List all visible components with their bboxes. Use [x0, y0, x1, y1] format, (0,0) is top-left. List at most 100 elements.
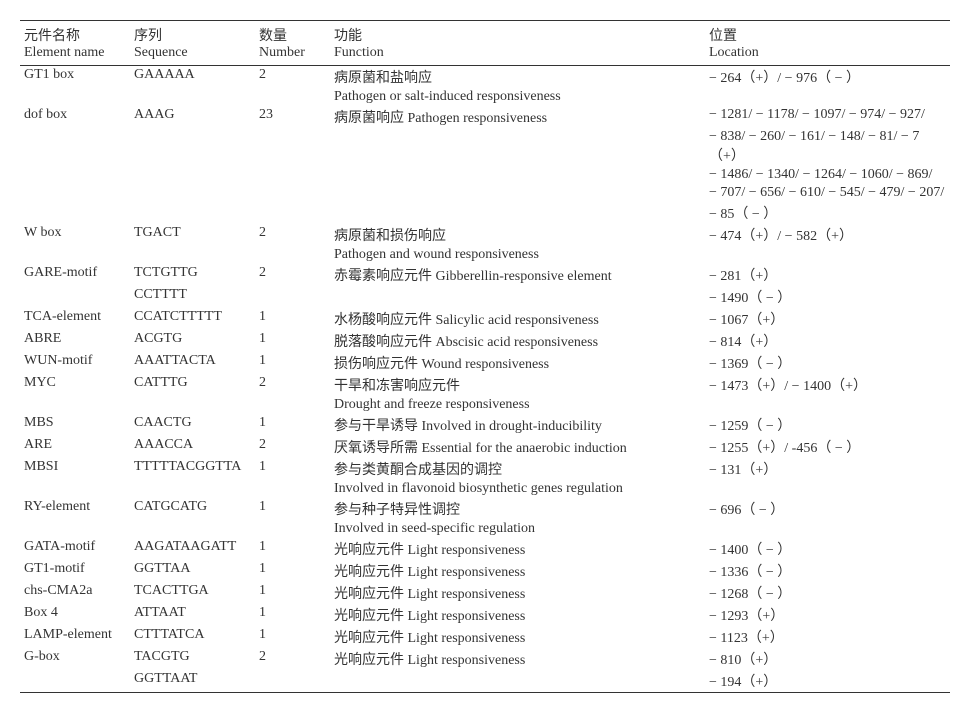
cell-location: − 1486/ − 1340/ − 1264/ − 1060/ − 869/ — [705, 166, 950, 184]
table-row: RY-elementCATGCATG1参与种子特异性调控− 696（ − ） — [20, 498, 950, 520]
cell-function: Pathogen or salt-induced responsiveness — [330, 88, 705, 106]
header-element-name: 元件名称 Element name — [20, 21, 130, 66]
cell-number — [255, 246, 330, 264]
cell-location: − 1268（ − ） — [705, 582, 950, 604]
table-row: Pathogen or salt-induced responsiveness — [20, 88, 950, 106]
cell-location: − 1255（+）/ -456（ − ） — [705, 436, 950, 458]
table-row: Drought and freeze responsiveness — [20, 396, 950, 414]
cell-element-name: W box — [20, 224, 130, 246]
header-number: 数量 Number — [255, 21, 330, 66]
cell-location: − 838/ − 260/ − 161/ − 148/ − 81/ − 7（+） — [705, 128, 950, 166]
table-row: G-boxTACGTG2光响应元件 Light responsiveness− … — [20, 648, 950, 670]
table-row: MBSCAACTG1参与干旱诱导 Involved in drought-ind… — [20, 414, 950, 436]
cell-number — [255, 88, 330, 106]
header-sequence: 序列 Sequence — [130, 21, 255, 66]
cell-element-name — [20, 246, 130, 264]
cell-function — [330, 128, 705, 166]
cell-function — [330, 166, 705, 184]
cell-sequence: CCATCTTTTT — [130, 308, 255, 330]
cell-function: 病原菌响应 Pathogen responsiveness — [330, 106, 705, 128]
cell-function: 水杨酸响应元件 Salicylic acid responsiveness — [330, 308, 705, 330]
table-row: LAMP-elementCTTTATCA1光响应元件 Light respons… — [20, 626, 950, 648]
cell-sequence: TTTTTACGGTTA — [130, 458, 255, 480]
cell-function: 参与干旱诱导 Involved in drought-inducibility — [330, 414, 705, 436]
cell-location: − 1369（ − ） — [705, 352, 950, 374]
cell-sequence: CCTTTT — [130, 286, 255, 308]
table-row: Pathogen and wound responsiveness — [20, 246, 950, 264]
cell-sequence — [130, 480, 255, 498]
cell-number — [255, 396, 330, 414]
table-row: MYCCATTTG2干旱和冻害响应元件− 1473（+）/ − 1400（+） — [20, 374, 950, 396]
cell-function: Drought and freeze responsiveness — [330, 396, 705, 414]
cell-sequence: GGTTAA — [130, 560, 255, 582]
table-row: − 838/ − 260/ − 161/ − 148/ − 81/ − 7（+） — [20, 128, 950, 166]
cell-number: 23 — [255, 106, 330, 128]
cell-element-name: GT1-motif — [20, 560, 130, 582]
header-name-en: Element name — [24, 45, 126, 61]
cell-element-name: Box 4 — [20, 604, 130, 626]
cell-number: 2 — [255, 374, 330, 396]
cell-sequence — [130, 184, 255, 202]
cell-element-name — [20, 396, 130, 414]
cell-element-name: GATA-motif — [20, 538, 130, 560]
cell-number: 2 — [255, 648, 330, 670]
table-row: MBSITTTTTACGGTTA1参与类黄酮合成基因的调控− 131（+） — [20, 458, 950, 480]
cell-number: 1 — [255, 308, 330, 330]
cell-location: − 281（+） — [705, 264, 950, 286]
header-name-cn: 元件名称 — [24, 25, 126, 45]
cell-location — [705, 88, 950, 106]
table-row: GATA-motifAAGATAAGATT1光响应元件 Light respon… — [20, 538, 950, 560]
table-row: − 85（ − ） — [20, 202, 950, 224]
cell-number — [255, 520, 330, 538]
cell-number: 1 — [255, 538, 330, 560]
cell-function: 光响应元件 Light responsiveness — [330, 538, 705, 560]
table-row: − 707/ − 656/ − 610/ − 545/ − 479/ − 207… — [20, 184, 950, 202]
table-row: − 1486/ − 1340/ − 1264/ − 1060/ − 869/ — [20, 166, 950, 184]
table-row: Box 4ATTAAT1光响应元件 Light responsiveness− … — [20, 604, 950, 626]
table-row: WUN-motifAAATTACTA1损伤响应元件 Wound responsi… — [20, 352, 950, 374]
cell-location — [705, 480, 950, 498]
cell-element-name: chs-CMA2a — [20, 582, 130, 604]
cell-function: 病原菌和盐响应 — [330, 66, 705, 89]
cell-number — [255, 480, 330, 498]
table-row: dof boxAAAG23病原菌响应 Pathogen responsivene… — [20, 106, 950, 128]
table-row: GT1 boxGAAAAA2病原菌和盐响应− 264（+）/ − 976（ − … — [20, 66, 950, 89]
table-row: CCTTTT− 1490（ − ） — [20, 286, 950, 308]
cell-element-name: MBS — [20, 414, 130, 436]
cell-number: 2 — [255, 66, 330, 89]
cell-location: − 1473（+）/ − 1400（+） — [705, 374, 950, 396]
cell-location — [705, 520, 950, 538]
cell-location: − 474（+）/ − 582（+） — [705, 224, 950, 246]
cell-sequence: TCACTTGA — [130, 582, 255, 604]
cell-sequence: AAGATAAGATT — [130, 538, 255, 560]
cell-element-name: RY-element — [20, 498, 130, 520]
cell-sequence — [130, 128, 255, 166]
cell-sequence — [130, 88, 255, 106]
cell-element-name — [20, 166, 130, 184]
table-row: GGTTAAT− 194（+） — [20, 670, 950, 693]
cell-number: 1 — [255, 604, 330, 626]
table-row: chs-CMA2aTCACTTGA1光响应元件 Light responsive… — [20, 582, 950, 604]
cell-sequence: ACGTG — [130, 330, 255, 352]
cell-sequence: AAACCA — [130, 436, 255, 458]
cell-element-name — [20, 286, 130, 308]
cell-element-name: MYC — [20, 374, 130, 396]
cell-function: 干旱和冻害响应元件 — [330, 374, 705, 396]
cell-function: Involved in seed-specific regulation — [330, 520, 705, 538]
cell-number: 1 — [255, 582, 330, 604]
cell-element-name — [20, 184, 130, 202]
cell-location: − 1259（ − ） — [705, 414, 950, 436]
cell-location: − 1400（ − ） — [705, 538, 950, 560]
elements-table: 元件名称 Element name 序列 Sequence 数量 Number … — [20, 20, 950, 693]
header-location-en: Location — [709, 45, 946, 61]
cell-sequence — [130, 166, 255, 184]
table-body: GT1 boxGAAAAA2病原菌和盐响应− 264（+）/ − 976（ − … — [20, 66, 950, 693]
cell-location: − 264（+）/ − 976（ − ） — [705, 66, 950, 89]
cell-function: 损伤响应元件 Wound responsiveness — [330, 352, 705, 374]
cell-number: 1 — [255, 414, 330, 436]
header-sequence-en: Sequence — [134, 45, 251, 61]
cell-location: − 707/ − 656/ − 610/ − 545/ − 479/ − 207… — [705, 184, 950, 202]
cell-function: 脱落酸响应元件 Abscisic acid responsiveness — [330, 330, 705, 352]
cell-location: − 810（+） — [705, 648, 950, 670]
cell-element-name: WUN-motif — [20, 352, 130, 374]
